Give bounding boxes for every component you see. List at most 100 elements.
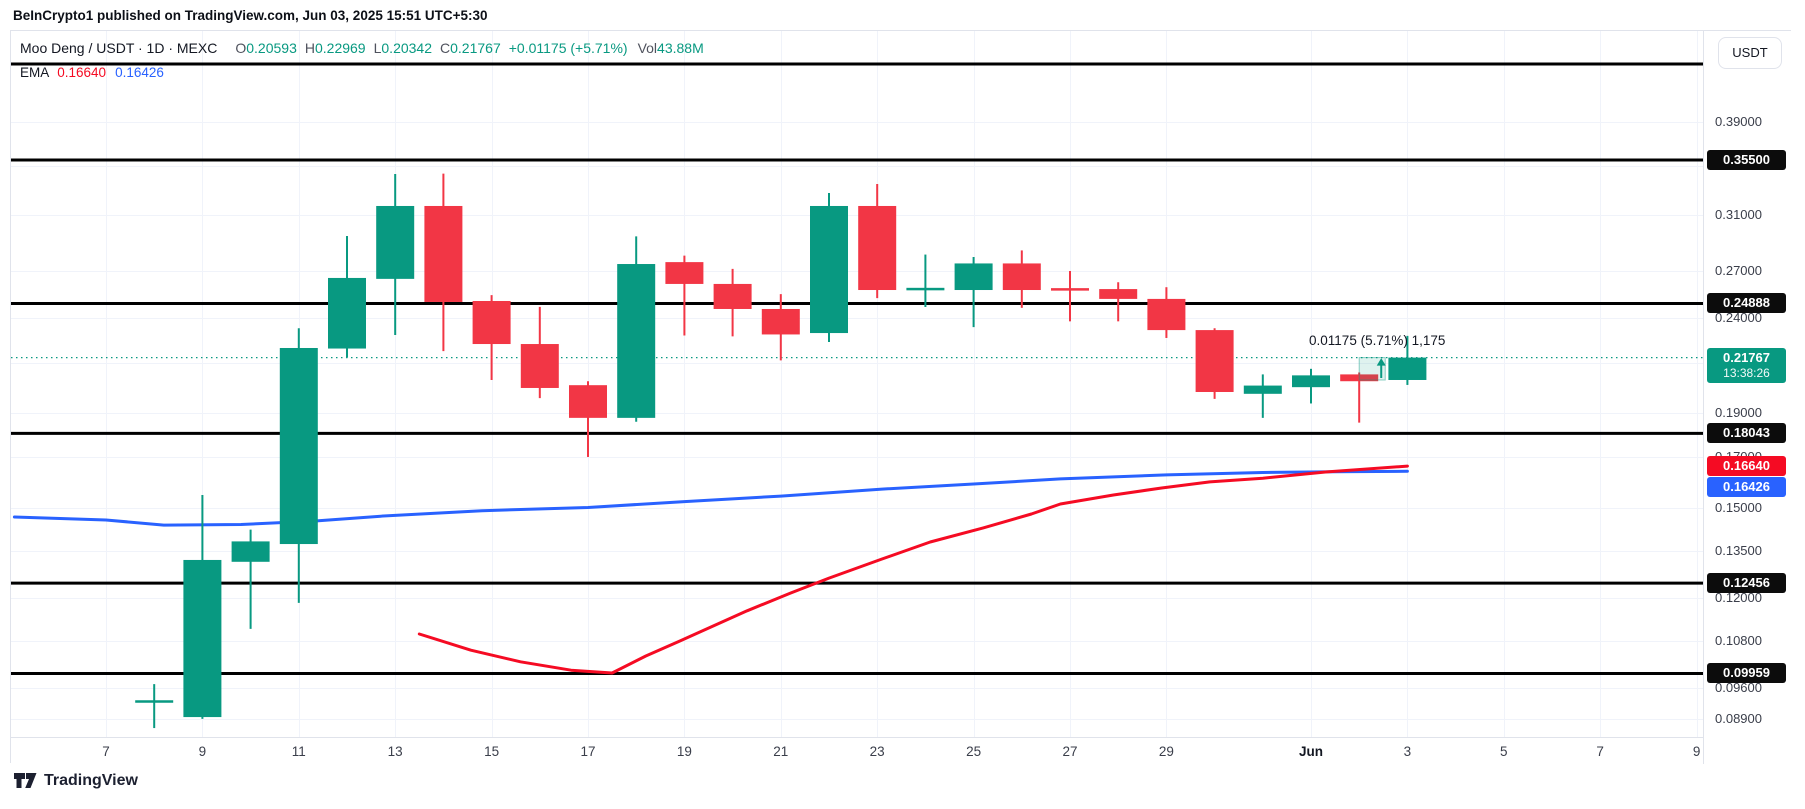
ohlc-value: 0.22969 bbox=[314, 40, 366, 56]
price-tick-label: 0.10800 bbox=[1715, 632, 1762, 648]
time-axis-label: 29 bbox=[1158, 744, 1174, 759]
candle-body bbox=[713, 283, 752, 309]
volume-label: Vol bbox=[637, 40, 658, 56]
candle-body bbox=[472, 300, 511, 345]
time-axis-label: 23 bbox=[869, 744, 885, 759]
legend: Moo Deng / USDT · 1D · MEXC O0.20593 H0.22… bbox=[20, 37, 704, 82]
time-axis-label: 27 bbox=[1062, 744, 1078, 759]
candle-body bbox=[520, 344, 559, 388]
candle-body bbox=[906, 287, 945, 291]
candle-body bbox=[183, 559, 222, 718]
candle-body bbox=[279, 347, 318, 545]
price-tick-label: 0.39000 bbox=[1715, 114, 1762, 129]
ema-value-badge: 0.16426 bbox=[1707, 477, 1786, 498]
candle-body bbox=[1388, 357, 1427, 380]
ohlc-key: H bbox=[304, 40, 315, 56]
candle-body bbox=[231, 541, 270, 562]
ohlc-value: 0.21767 bbox=[450, 40, 501, 56]
ohlc-key: O bbox=[235, 40, 247, 56]
price-level-badge: 0.12456 bbox=[1707, 573, 1786, 594]
candle-body bbox=[135, 700, 174, 703]
candle-body bbox=[1340, 374, 1379, 382]
ema-legend-value: 0.16426 bbox=[115, 64, 164, 80]
price-tick-label: 0.31000 bbox=[1715, 206, 1762, 222]
candle-body bbox=[1195, 330, 1234, 392]
price-tick-label: 0.13500 bbox=[1715, 542, 1762, 558]
time-axis-label: 3 bbox=[1403, 744, 1412, 759]
candle-body bbox=[1147, 298, 1186, 331]
candle-body bbox=[858, 205, 897, 291]
time-axis-label: 17 bbox=[580, 744, 596, 759]
candle-body bbox=[569, 385, 607, 418]
ema-legend-value: 0.16640 bbox=[57, 64, 107, 80]
ema-legend[interactable]: EMA 0.16640 0.16426 bbox=[20, 62, 704, 82]
price-level-badge: 0.35500 bbox=[1707, 149, 1786, 170]
candle-body bbox=[954, 263, 993, 291]
ohlc-values: O0.20593 H0.22969 L0.20342 C0.21767 bbox=[227, 40, 500, 56]
ema-label: EMA bbox=[20, 64, 50, 80]
symbol-legend[interactable]: Moo Deng / USDT · 1D · MEXC O0.20593 H0.22… bbox=[20, 37, 704, 59]
last-price-badge: 0.21767 13:38:26 bbox=[1707, 347, 1786, 383]
price-level-badge: 0.24888 bbox=[1707, 293, 1786, 314]
volume-value: 43.88M bbox=[657, 40, 704, 56]
measure-arrow-head bbox=[1376, 358, 1386, 366]
chart-container[interactable]: Moo Deng / USDT · 1D · MEXC O0.20593 H0.22… bbox=[10, 30, 1791, 764]
time-axis-label: 13 bbox=[387, 744, 403, 759]
time-axis-label: 11 bbox=[291, 744, 306, 759]
price-tick-label: 0.19000 bbox=[1715, 404, 1762, 420]
candle-body bbox=[1051, 288, 1089, 291]
candle-body bbox=[1292, 375, 1330, 388]
time-axis-label: 15 bbox=[484, 744, 500, 759]
symbol-title: Moo Deng / USDT · 1D · MEXC bbox=[20, 40, 218, 56]
time-axis-label: 7 bbox=[102, 744, 110, 759]
candle-body bbox=[1002, 263, 1041, 291]
ohlc-value: 0.20342 bbox=[381, 40, 432, 56]
time-axis-label: 5 bbox=[1500, 744, 1508, 759]
tradingview-icon bbox=[14, 773, 37, 788]
candle-body bbox=[617, 264, 656, 418]
price-level-badge: 0.18043 bbox=[1707, 423, 1786, 444]
time-axis[interactable]: 7 9 11 13 15 17 19 21 23 25 27 29 Jun 3 5 7 9 bbox=[11, 737, 1791, 763]
ohlc-key: L bbox=[373, 40, 382, 56]
candle-body bbox=[1099, 289, 1138, 299]
time-axis-label: 19 bbox=[676, 744, 692, 759]
candle-body bbox=[1243, 385, 1282, 394]
time-axis-label: 9 bbox=[1692, 744, 1701, 759]
tradingview-logo[interactable]: TradingView bbox=[14, 771, 138, 790]
price-level-badge: 0.09959 bbox=[1707, 663, 1786, 684]
candle-body bbox=[761, 308, 800, 335]
price-tick-label: 0.24000 bbox=[1715, 310, 1762, 326]
change-value: +0.01175 (+5.71%) bbox=[508, 40, 628, 56]
countdown-timer: 13:38:26 bbox=[1723, 365, 1770, 380]
price-tick-label: 0.27000 bbox=[1715, 262, 1762, 278]
credit-text: BeInCrypto1 published on TradingView.com… bbox=[13, 8, 488, 23]
candle-body bbox=[810, 205, 848, 334]
ohlc-value: 0.20593 bbox=[246, 40, 297, 56]
price-axis[interactable]: USDT 0.39000 0.31000 0.27000 0.24000 0.19000… bbox=[1703, 31, 1791, 764]
currency-button[interactable]: USDT bbox=[1718, 37, 1782, 69]
ema-values: 0.16640 0.16426 bbox=[57, 65, 173, 80]
measure-annotation: 0.01175 (5.71%) 1,175 bbox=[1309, 332, 1446, 348]
time-axis-label: Jun bbox=[1298, 744, 1324, 759]
price-tick-label: 0.08900 bbox=[1715, 710, 1762, 726]
time-axis-label: 7 bbox=[1596, 744, 1604, 759]
time-axis-label: 25 bbox=[966, 744, 982, 759]
ema-value-badge: 0.16640 bbox=[1707, 456, 1786, 477]
time-axis-label: 9 bbox=[198, 744, 207, 759]
price-tick-label: 0.12000 bbox=[1715, 590, 1762, 606]
candle-body bbox=[376, 205, 415, 279]
candle-body bbox=[424, 205, 463, 302]
time-axis-label: 21 bbox=[773, 744, 789, 759]
candle-body bbox=[328, 277, 366, 349]
price-tick-label: 0.09600 bbox=[1715, 680, 1762, 696]
ema-line bbox=[12, 469, 1409, 527]
price-tick-label: 0.15000 bbox=[1715, 500, 1762, 515]
candle-body bbox=[665, 262, 704, 284]
last-price-value: 0.21767 bbox=[1723, 349, 1770, 365]
ema-line bbox=[417, 464, 1409, 675]
candlestick-plot[interactable] bbox=[11, 31, 1703, 737]
ohlc-key: C bbox=[440, 40, 451, 56]
tradingview-wordmark: TradingView bbox=[44, 771, 138, 789]
footer: TradingView bbox=[14, 771, 138, 790]
